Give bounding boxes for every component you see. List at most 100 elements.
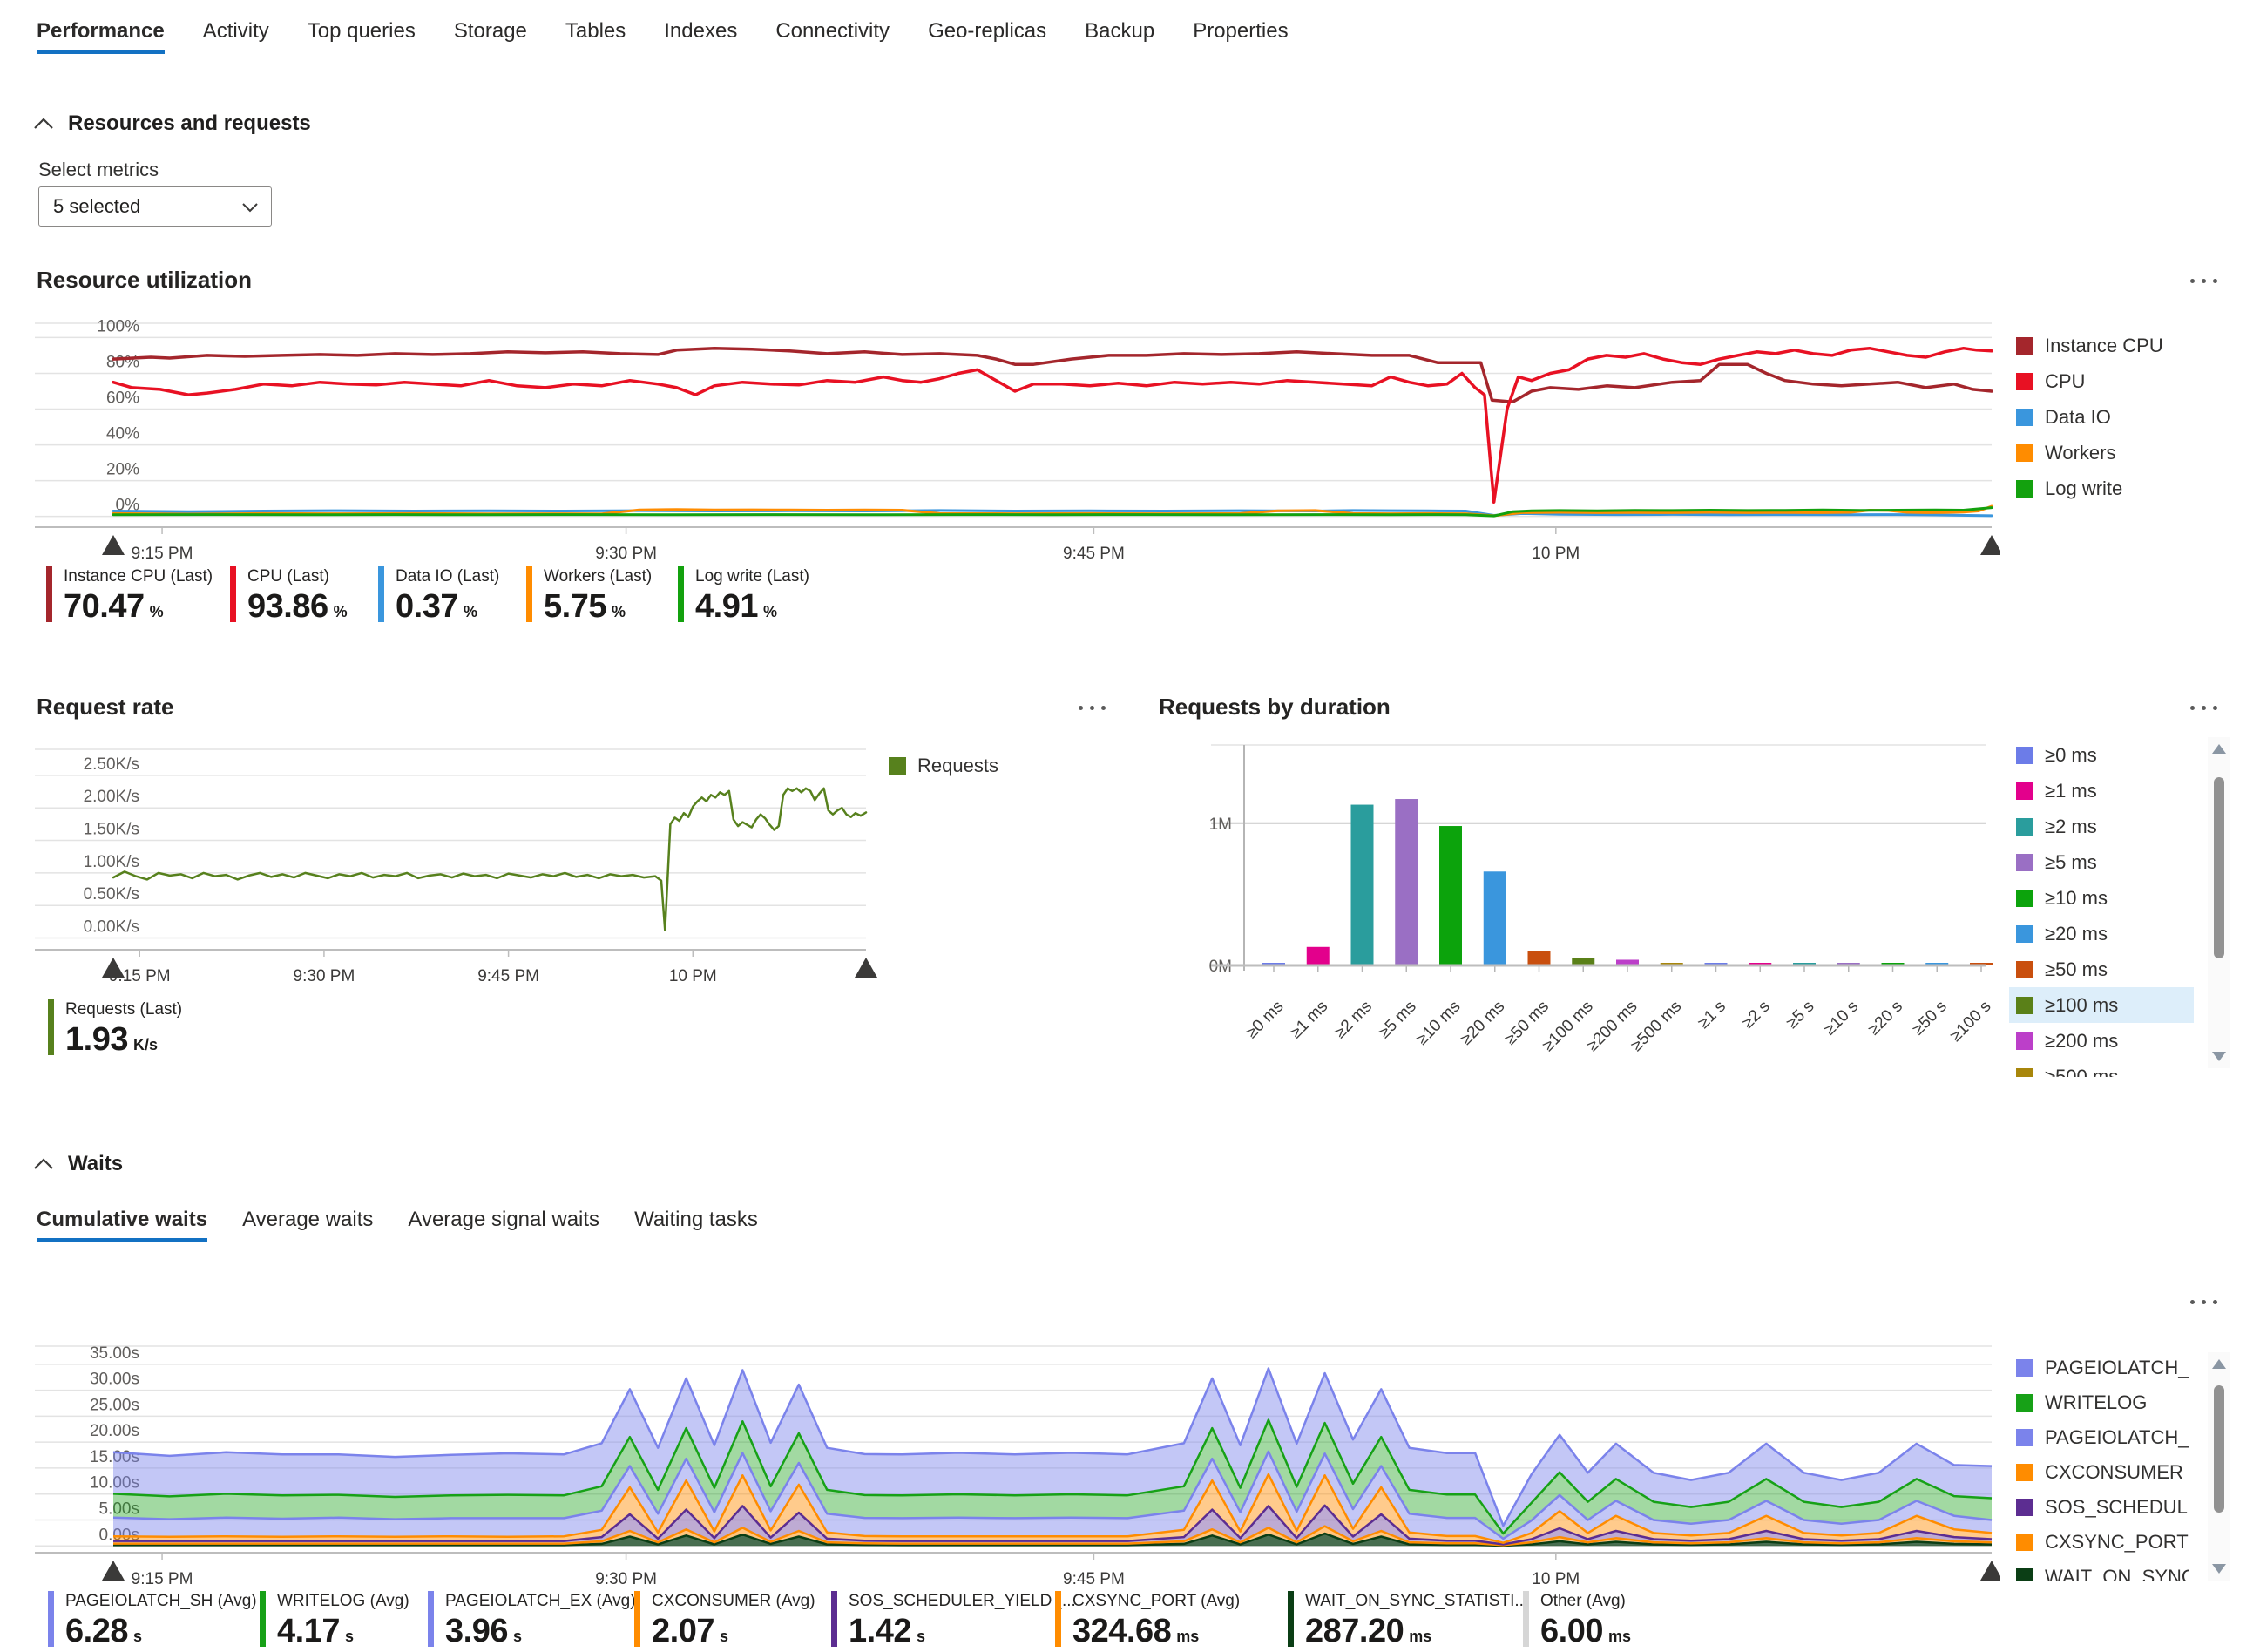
series-Instance CPU — [112, 346, 1993, 404]
request-rate-title: Request rate — [37, 694, 174, 720]
tab-average-signal-waits[interactable]: Average signal waits — [408, 1208, 600, 1231]
scrollbar-thumb[interactable] — [2214, 1385, 2224, 1513]
tab-waiting-tasks[interactable]: Waiting tasks — [634, 1208, 758, 1231]
legend-item-ge20ms[interactable]: ≥20 ms — [2009, 916, 2194, 951]
legend-item-ge50ms[interactable]: ≥50 ms — [2009, 951, 2194, 987]
bar-≥10 ms[interactable] — [1439, 826, 1462, 965]
waits-legend-scrollbar[interactable] — [2208, 1352, 2230, 1581]
time-range-handle[interactable] — [102, 958, 125, 978]
tab-performance[interactable]: Performance — [37, 19, 165, 61]
legend-item-ge1ms[interactable]: ≥1 ms — [2009, 773, 2194, 809]
swatch-icon — [2016, 1534, 2033, 1551]
requests-by-duration-chart[interactable]: 1M0M≥0 ms≥1 ms≥2 ms≥5 ms≥10 ms≥20 ms≥50 … — [1185, 732, 2004, 1080]
resources-section-title: Resources and requests — [68, 112, 311, 135]
legend-item-ge100ms[interactable]: ≥100 ms — [2009, 987, 2194, 1023]
request-rate-chart[interactable]: 2.50K/s 2.00K/s 1.50K/s 1.00K/s 0.50K/s 0.00K… — [31, 739, 955, 1000]
svg-text:35.00s: 35.00s — [90, 1344, 139, 1363]
svg-text:1.00K/s: 1.00K/s — [84, 853, 139, 871]
legend-item-pageiolatch-sh[interactable]: PAGEIOLATCH_SH — [2009, 1351, 2189, 1385]
legend-item-ge5ms[interactable]: ≥5 ms — [2009, 844, 2194, 880]
page-tabs: Performance Activity Top queries Storage… — [37, 19, 1289, 61]
legend-item-sos-scheduler[interactable]: SOS_SCHEDULER... — [2009, 1490, 2189, 1525]
legend-item-ge2ms[interactable]: ≥2 ms — [2009, 809, 2194, 844]
metric-card-instance-cpu: Instance CPU (Last) 70.47% — [46, 566, 213, 623]
request-rate-legend: Requests — [882, 748, 1007, 783]
tab-indexes[interactable]: Indexes — [664, 19, 738, 43]
svg-text:10.00s: 10.00s — [90, 1474, 139, 1493]
resource-utilization-more-button[interactable] — [2185, 274, 2223, 288]
svg-text:9:15 PM: 9:15 PM — [132, 1570, 193, 1588]
time-range-handle[interactable] — [1980, 1561, 2003, 1581]
legend-item-cpu[interactable]: CPU — [2009, 363, 2172, 399]
waits-more-button[interactable] — [2185, 1295, 2223, 1310]
legend-item-ge500ms[interactable]: ≥500 ms — [2009, 1059, 2194, 1077]
waits-legend: PAGEIOLATCH_SH WRITELOG PAGEIOLATCH_EX C… — [2009, 1351, 2189, 1581]
scroll-down-icon[interactable] — [2212, 1564, 2226, 1574]
legend-item-ge0ms[interactable]: ≥0 ms — [2009, 737, 2194, 773]
time-range-handle[interactable] — [102, 1561, 125, 1581]
resources-section-header[interactable]: Resources and requests — [33, 112, 311, 136]
legend-item-cxconsumer[interactable]: CXCONSUMER — [2009, 1455, 2189, 1490]
legend-item-pageiolatch-ex[interactable]: PAGEIOLATCH_EX — [2009, 1420, 2189, 1455]
requests-by-duration-more-button[interactable] — [2185, 701, 2223, 715]
metrics-dropdown[interactable]: 5 selected — [38, 186, 272, 227]
requests-by-duration-title: Requests by duration — [1159, 694, 1391, 720]
legend-item-requests[interactable]: Requests — [882, 748, 1007, 783]
scroll-up-icon[interactable] — [2212, 1359, 2226, 1369]
tab-properties[interactable]: Properties — [1193, 19, 1289, 43]
collapse-chevron-icon[interactable] — [33, 1158, 54, 1170]
time-range-handle[interactable] — [855, 958, 877, 978]
bar-≥50 ms[interactable] — [1527, 951, 1551, 965]
tab-top-queries[interactable]: Top queries — [307, 19, 416, 43]
legend-item-cxsync-port[interactable]: CXSYNC_PORT — [2009, 1525, 2189, 1560]
bar-≥1 ms[interactable] — [1306, 946, 1330, 965]
svg-text:9:30 PM: 9:30 PM — [294, 967, 355, 985]
tab-tables[interactable]: Tables — [565, 19, 626, 43]
legend-item-wait-on-sync[interactable]: WAIT_ON_SYNC... — [2009, 1560, 2189, 1581]
svg-text:9:30 PM: 9:30 PM — [595, 545, 657, 563]
request_rate-svg: 2.50K/s 2.00K/s 1.50K/s 1.00K/s 0.50K/s 0.00K… — [35, 748, 877, 985]
scroll-down-icon[interactable] — [2212, 1052, 2226, 1061]
metric-card-writelog: WRITELOG (Avg) 4.17 s — [260, 1591, 409, 1648]
svg-text:80%: 80% — [106, 353, 139, 371]
svg-text:30.00s: 30.00s — [90, 1371, 139, 1389]
waits-section-header[interactable]: Waits — [33, 1152, 123, 1176]
legend-item-writelog[interactable]: WRITELOG — [2009, 1385, 2189, 1420]
scroll-up-icon[interactable] — [2212, 744, 2226, 754]
cumulative-waits-chart[interactable]: 35.00s 30.00s 25.00s 20.00s 15.00s 10.00s 5.00… — [31, 1336, 2003, 1597]
legend-item-workers[interactable]: Workers — [2009, 435, 2172, 471]
bar-≥2 ms[interactable] — [1350, 804, 1374, 965]
legend-item-ge10ms[interactable]: ≥10 ms — [2009, 880, 2194, 916]
legend-item-log-write[interactable]: Log write — [2009, 471, 2172, 506]
bar-≥200 ms[interactable] — [1616, 959, 1639, 965]
select-metrics-label: Select metrics — [38, 159, 159, 180]
resource-utilization-chart[interactable]: 100% 80% 60% 40% 20% 0% 9:15 PM 9:30 PM 9:45 PM 1… — [31, 313, 2003, 574]
series-Requests — [112, 787, 868, 931]
collapse-chevron-icon[interactable] — [33, 118, 54, 130]
bar-≥20 ms[interactable] — [1483, 871, 1506, 965]
tab-cumulative-waits[interactable]: Cumulative waits — [37, 1208, 208, 1249]
svg-text:10 PM: 10 PM — [669, 967, 717, 985]
legend-item-ge200ms[interactable]: ≥200 ms — [2009, 1023, 2194, 1059]
tab-average-waits[interactable]: Average waits — [242, 1208, 374, 1231]
tab-geo-replicas[interactable]: Geo-replicas — [928, 19, 1047, 43]
area-WRITELOG — [113, 1419, 1992, 1539]
tab-storage[interactable]: Storage — [453, 19, 527, 43]
time-range-handle[interactable] — [1980, 535, 2003, 555]
tab-activity[interactable]: Activity — [202, 19, 269, 43]
metric-card-pageiolatch-sh: PAGEIOLATCH_SH (Avg) 6.28 s — [48, 1591, 257, 1648]
legend-item-instance-cpu[interactable]: Instance CPU — [2009, 328, 2172, 363]
svg-text:2.50K/s: 2.50K/s — [84, 755, 139, 774]
tab-connectivity[interactable]: Connectivity — [775, 19, 890, 43]
swatch-icon — [2016, 1429, 2033, 1446]
chevron-down-icon — [241, 195, 259, 218]
request-rate-more-button[interactable] — [1073, 701, 1111, 715]
scrollbar-thumb[interactable] — [2214, 777, 2224, 958]
time-range-handle[interactable] — [102, 535, 125, 555]
requests-by-duration-legend-scrollbar[interactable] — [2208, 737, 2230, 1068]
bar-≥5 ms[interactable] — [1395, 799, 1418, 965]
legend-item-data-io[interactable]: Data IO — [2009, 399, 2172, 435]
resource_utilization-svg: 100%80%60%40%20%0%9:15 PM 9:30 PM 9:45 PM 1… — [35, 317, 2003, 563]
tab-backup[interactable]: Backup — [1085, 19, 1155, 43]
bar-≥100 ms[interactable] — [1572, 958, 1595, 965]
